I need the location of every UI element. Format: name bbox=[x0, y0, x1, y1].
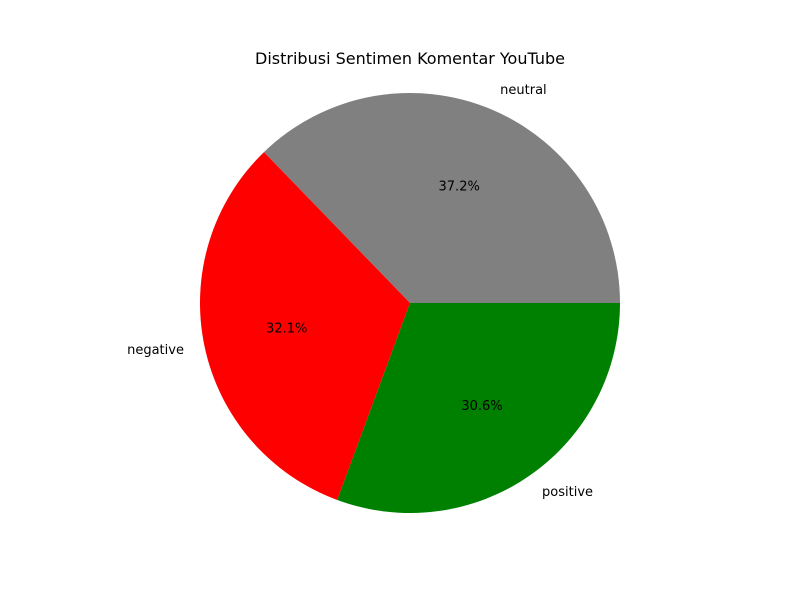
pie-slice-positive bbox=[337, 303, 620, 513]
slice-label-positive: positive bbox=[542, 485, 593, 500]
slice-percent-neutral: 37.2% bbox=[439, 179, 480, 194]
slice-label-neutral: neutral bbox=[500, 83, 547, 98]
slice-percent-positive: 30.6% bbox=[461, 399, 502, 414]
pie-slice-neutral bbox=[263, 92, 620, 303]
slice-label-negative: negative bbox=[127, 343, 184, 358]
slice-percent-negative: 32.1% bbox=[266, 321, 307, 336]
pie-labels: neutral 37.2% negative 32.1% positive 30.6% bbox=[127, 83, 593, 500]
pie-slices bbox=[199, 92, 620, 513]
chart-title: Distribusi Sentimen Komentar YouTube bbox=[255, 49, 565, 68]
pie-slice-negative bbox=[199, 152, 410, 500]
